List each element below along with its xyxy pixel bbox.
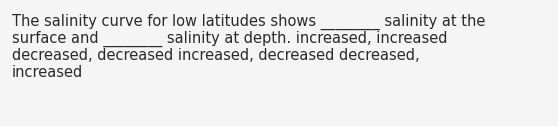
- Text: The salinity curve for low latitudes shows ________ salinity at the: The salinity curve for low latitudes sho…: [12, 14, 485, 30]
- Text: increased: increased: [12, 65, 83, 80]
- Text: decreased, decreased increased, decreased decreased,: decreased, decreased increased, decrease…: [12, 48, 420, 63]
- Text: surface and ________ salinity at depth. increased, increased: surface and ________ salinity at depth. …: [12, 31, 448, 47]
